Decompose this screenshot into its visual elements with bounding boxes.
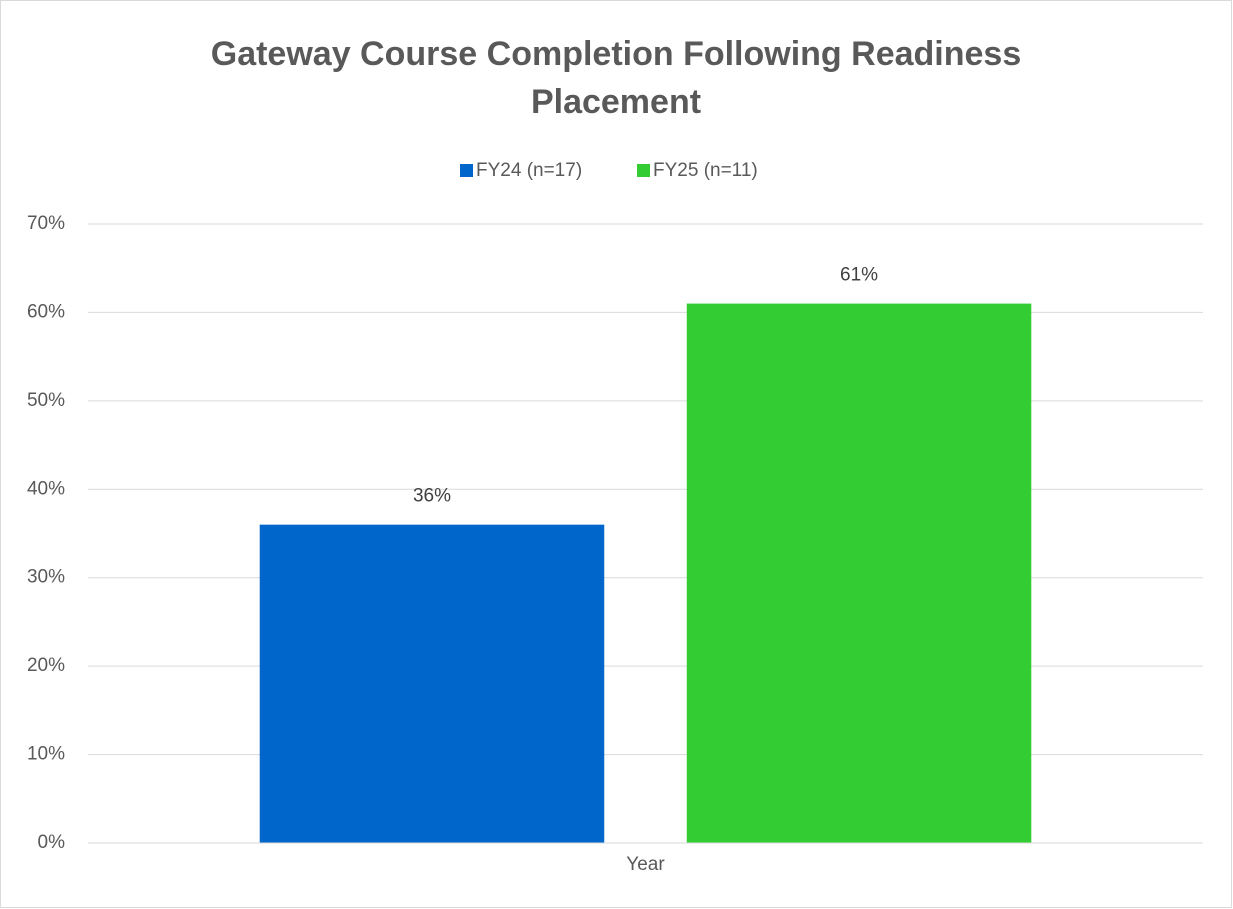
y-tick-label: 70% (27, 213, 65, 234)
y-tick-label: 50% (27, 390, 65, 411)
y-tick-label: 20% (27, 655, 65, 676)
data-label: 36% (413, 486, 451, 507)
y-tick-label: 40% (27, 478, 65, 499)
legend-label: FY25 (n=11) (653, 160, 758, 181)
bar (686, 303, 1032, 844)
y-tick-label: 60% (27, 301, 65, 322)
legend-swatch (460, 164, 473, 177)
y-tick-label: 0% (38, 832, 66, 853)
data-label: 61% (840, 265, 878, 286)
chart-title: Gateway Course Completion Following Read… (210, 35, 1022, 121)
y-tick-label: 30% (27, 567, 65, 588)
legend-label: FY24 (n=17) (476, 160, 582, 181)
legend-swatch (637, 164, 650, 177)
bar (259, 524, 605, 843)
y-tick-label: 10% (27, 744, 65, 765)
x-axis-title: Year (626, 854, 665, 875)
